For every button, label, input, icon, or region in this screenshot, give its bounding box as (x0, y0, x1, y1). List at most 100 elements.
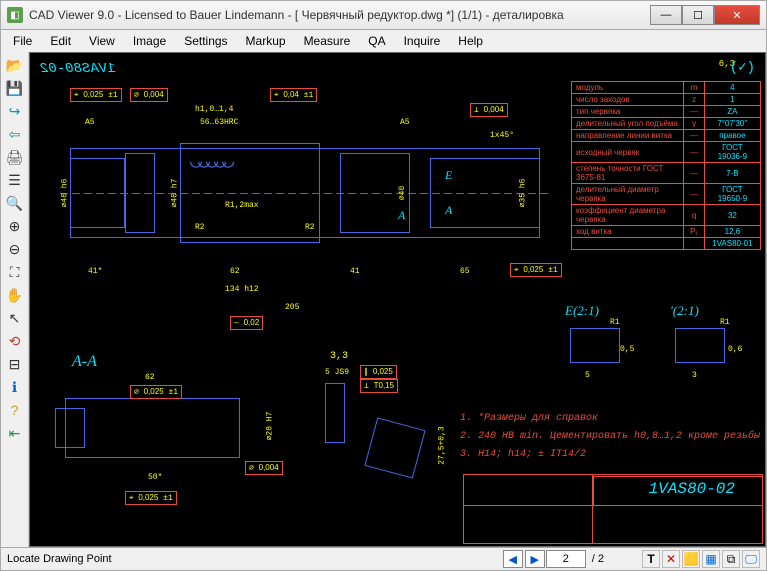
gdt-3: ⌖ 0,04 ±1 (270, 88, 317, 102)
save-icon[interactable]: 💾 (3, 77, 27, 99)
drawing-canvas[interactable]: 1VAS80-02 6,3 (✓) ◡◡◡◡◡ ⌀40 h6 ⌀40 h7 ⌀4… (29, 52, 766, 547)
compare-icon[interactable]: ⊟ (3, 353, 27, 375)
dim-e-5: 5 (585, 371, 590, 380)
dim-aa-h: ⌀28 H7 (264, 412, 274, 441)
section-33-hex (364, 417, 425, 478)
table-row: модульm4 (572, 82, 761, 94)
datum-e: E (445, 168, 452, 183)
maximize-button[interactable]: ☐ (682, 5, 714, 25)
menu-image[interactable]: Image (125, 32, 174, 50)
dim-2-06: 0,6 (728, 345, 742, 354)
print-icon[interactable]: 🖨 (3, 146, 27, 168)
prev-page-button[interactable]: ◀ (503, 550, 523, 568)
section-33-label: 3,3 (330, 351, 348, 362)
shaft-seg2 (125, 153, 155, 233)
dim-l205: 205 (285, 303, 299, 312)
detail-e-body (570, 328, 620, 363)
table-row: коэффициент диаметра червякаq32 (572, 205, 761, 226)
layers-icon[interactable]: ☰ (3, 169, 27, 191)
minimize-button[interactable]: — (650, 5, 682, 25)
gdt-5: ⌖ 0,025 ±1 (510, 263, 562, 277)
dim-d40h7: ⌀40 h7 (169, 179, 179, 208)
status-bar: Locate Drawing Point ◀ ▶ / 2 T ✕ 🟨 ▦ ⧉ 🖵 (0, 547, 767, 571)
open-icon[interactable]: 📂 (3, 54, 27, 76)
table-row: ход виткаP₁12,6 (572, 226, 761, 238)
dim-d40h6: ⌀40 h6 (59, 179, 69, 208)
close-button[interactable]: ✕ (714, 5, 760, 25)
detail-2-body (675, 328, 725, 363)
zoom-extents-icon[interactable]: ⛶ (3, 261, 27, 283)
gdt-4: ⊥ 0,004 (470, 103, 508, 117)
dim-r2a: R2 (195, 223, 205, 232)
surface-finish: 6,3 (719, 59, 735, 69)
detail-e-label: E(2:1) (565, 303, 599, 319)
dim-r2b: R2 (305, 223, 315, 232)
zoom-out-icon[interactable]: ⊖ (3, 238, 27, 260)
gdt-6: — 0,02 (230, 316, 263, 330)
exit-icon[interactable]: ⇤ (3, 422, 27, 444)
pan-icon[interactable]: ✋ (3, 284, 27, 306)
dim-33-27: 27,5+0,3 (438, 426, 447, 464)
redo-icon[interactable]: ↪ (3, 100, 27, 122)
surface-finish-check: (✓) (730, 59, 755, 76)
note-3: 3. H14; h14; ± IT14/2 (460, 449, 586, 460)
color-cube-icon[interactable]: 🟨 (682, 550, 700, 568)
dim-l65: 65 (460, 267, 470, 276)
menu-qa[interactable]: QA (360, 32, 393, 50)
tb-h1 (463, 505, 763, 506)
next-page-button[interactable]: ▶ (525, 550, 545, 568)
page-input[interactable] (546, 550, 586, 568)
gdt-33-2: ⊥ T0,15 (360, 379, 398, 393)
part-number-label: 1VAS80-02 (40, 61, 116, 77)
dim-a5-1: A5 (85, 118, 95, 127)
display-icon[interactable]: 🖵 (742, 550, 760, 568)
table-row: направление линии витка—правое (572, 130, 761, 142)
dim-r12: R1,2max (225, 201, 259, 210)
back-icon[interactable]: ⇦ (3, 123, 27, 145)
dim-l62: 62 (230, 267, 240, 276)
dim-a5-2: A5 (400, 118, 410, 127)
zoom-in-icon[interactable]: ⊕ (3, 215, 27, 237)
text-tool-icon[interactable]: T (642, 550, 660, 568)
gdt-2: ⌀ 0,004 (130, 88, 168, 102)
grid-icon[interactable]: ▦ (702, 550, 720, 568)
dim-e-r1: R1 (610, 318, 620, 327)
dim-2-r1: R1 (720, 318, 730, 327)
pointer-icon[interactable]: ↖ (3, 307, 27, 329)
layers-status-icon[interactable]: ⧉ (722, 550, 740, 568)
table-row: делительный угол подъёмаγ7°07'30'' (572, 118, 761, 130)
menu-edit[interactable]: Edit (42, 32, 79, 50)
section-aa-body (65, 398, 240, 458)
section-aa-hex (55, 408, 85, 448)
status-text: Locate Drawing Point (7, 553, 502, 565)
dim-2-3: 3 (692, 371, 697, 380)
dim-chamfer: 1x45° (490, 131, 514, 140)
dim-33-5js9: 5 JS9 (325, 368, 349, 377)
menu-settings[interactable]: Settings (176, 32, 235, 50)
menu-markup[interactable]: Markup (238, 32, 294, 50)
title-block-part: 1VAS80-02 (649, 480, 735, 498)
menu-view[interactable]: View (81, 32, 123, 50)
section-33-key (325, 383, 345, 443)
zoom-icon[interactable]: 🔍 (3, 192, 27, 214)
vertical-toolbar: 📂💾↪⇦🖨☰🔍⊕⊖⛶✋↖⟲⊟ℹ?⇤ (1, 52, 29, 547)
param-table: модульm4число заходовz1тип червяка—ZAдел… (571, 81, 761, 250)
help-icon[interactable]: ? (3, 399, 27, 421)
gdt-1: ⌖ 0,025 ±1 (70, 88, 122, 102)
shaft-seg1 (70, 158, 125, 228)
rotate-icon[interactable]: ⟲ (3, 330, 27, 352)
app-icon: ◧ (7, 7, 23, 23)
title-block-inner (593, 476, 763, 506)
dim-aa-50: 50* (148, 473, 162, 482)
cancel-icon[interactable]: ✕ (662, 550, 680, 568)
table-row: делительный диаметр червяка—ГОСТ 19650-9 (572, 184, 761, 205)
menu-help[interactable]: Help (450, 32, 491, 50)
menu-inquire[interactable]: Inquire (396, 32, 449, 50)
dim-l134: 134 h12 (225, 285, 259, 294)
page-total: / 2 (592, 553, 604, 565)
table-row: 1VAS80-01 (572, 238, 761, 250)
dim-d40: ⌀40 (397, 186, 407, 200)
menu-file[interactable]: File (5, 32, 40, 50)
menu-measure[interactable]: Measure (296, 32, 359, 50)
info-icon[interactable]: ℹ (3, 376, 27, 398)
